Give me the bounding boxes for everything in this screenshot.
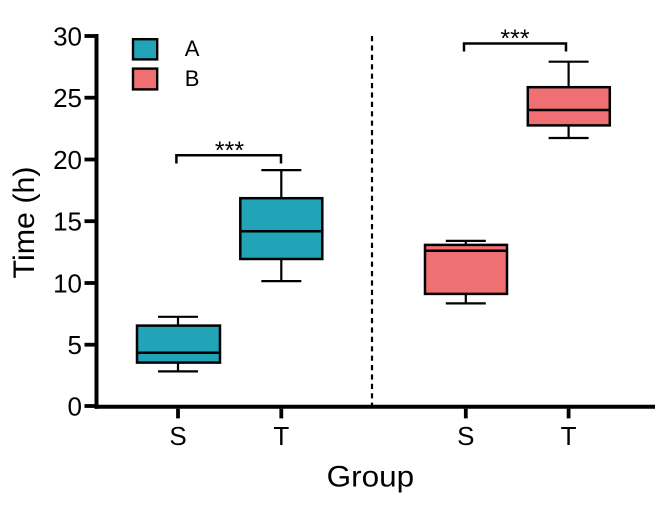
svg-text:30: 30 xyxy=(53,21,82,51)
svg-text:***: *** xyxy=(215,137,244,165)
svg-text:10: 10 xyxy=(53,268,82,298)
svg-text:Time (h): Time (h) xyxy=(8,167,41,279)
svg-text:T: T xyxy=(273,421,289,451)
svg-text:***: *** xyxy=(500,25,529,53)
svg-text:25: 25 xyxy=(53,83,82,113)
svg-text:A: A xyxy=(185,36,200,61)
svg-text:15: 15 xyxy=(53,207,82,237)
svg-text:T: T xyxy=(561,421,577,451)
svg-text:S: S xyxy=(457,421,474,451)
svg-text:0: 0 xyxy=(68,391,82,421)
svg-text:5: 5 xyxy=(68,330,82,360)
svg-text:Group: Group xyxy=(327,460,415,493)
svg-text:B: B xyxy=(185,66,200,91)
svg-text:S: S xyxy=(169,421,186,451)
svg-text:20: 20 xyxy=(53,145,82,175)
